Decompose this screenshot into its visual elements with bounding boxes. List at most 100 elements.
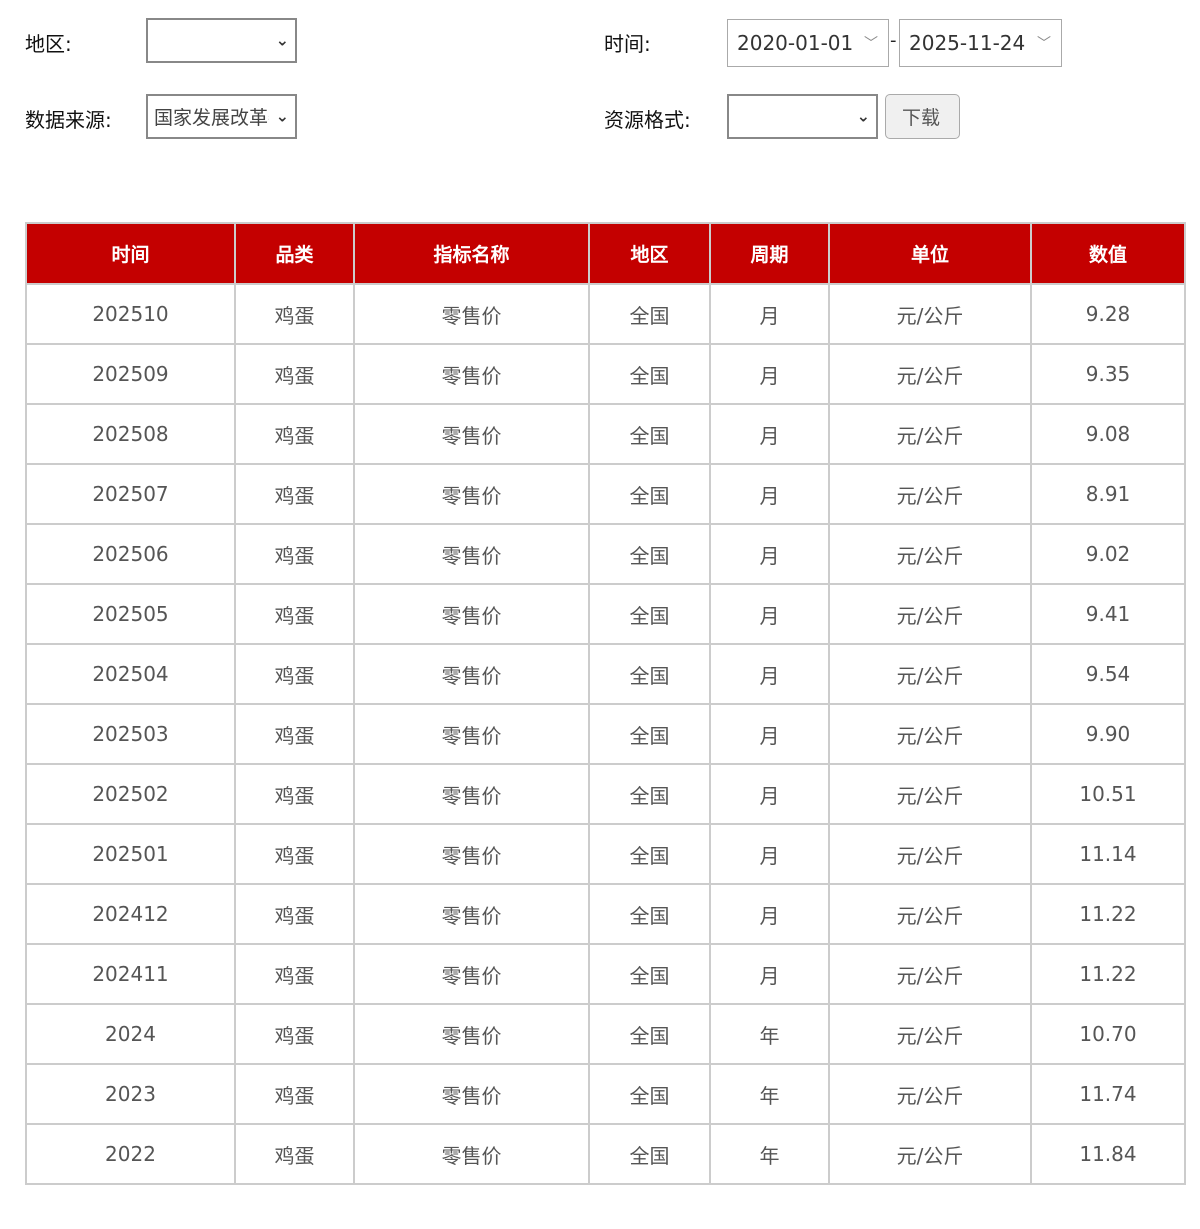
- table-cell: 鸡蛋: [234, 463, 355, 525]
- table-cell: 元/公斤: [828, 883, 1032, 945]
- table-cell: 202411: [25, 943, 236, 1005]
- table-row: 2024 鸡蛋 零售价 全国年元/公斤 10.70: [25, 1003, 1186, 1065]
- table-cell: 9.54: [1030, 643, 1186, 705]
- table-cell: 元/公斤: [828, 643, 1032, 705]
- table-cell: 零售价: [353, 463, 590, 525]
- table-cell: 鸡蛋: [234, 403, 355, 465]
- table-cell: 202509: [25, 343, 236, 405]
- table-row: 202505 鸡蛋 零售价 全国月元/公斤 9.41: [25, 583, 1186, 645]
- source-label: 数据来源:: [25, 108, 112, 132]
- column-header: 指标名称: [353, 222, 590, 285]
- format-label: 资源格式:: [604, 108, 691, 132]
- table-cell: 全国: [588, 943, 711, 1005]
- table-cell: 鸡蛋: [234, 823, 355, 885]
- download-button[interactable]: 下载: [885, 94, 960, 139]
- table-cell: 零售价: [353, 1123, 590, 1185]
- table-cell: 月: [709, 463, 830, 525]
- date-from-select[interactable]: 2020-01-01 ﹀: [727, 19, 889, 67]
- table-cell: 11.74: [1030, 1063, 1186, 1125]
- table-cell: 元/公斤: [828, 463, 1032, 525]
- table-cell: 全国: [588, 583, 711, 645]
- table-cell: 元/公斤: [828, 703, 1032, 765]
- table-cell: 202412: [25, 883, 236, 945]
- source-value: 国家发展改革委: [154, 107, 269, 129]
- table-cell: 全国: [588, 823, 711, 885]
- table-cell: 零售价: [353, 583, 590, 645]
- column-header: 时间: [25, 222, 236, 285]
- column-header: 周期: [709, 222, 830, 285]
- data-table: 时间 品类 指标名称 地区 周期 单位 数值 202510 鸡蛋 零售价 全国月元/公斤 9.28 2…: [25, 222, 1186, 1185]
- table-cell: 鸡蛋: [234, 1123, 355, 1185]
- time-label: 时间:: [604, 32, 651, 56]
- table-cell: 全国: [588, 883, 711, 945]
- table-cell: 月: [709, 703, 830, 765]
- table-cell: 月: [709, 763, 830, 825]
- table-cell: 年: [709, 1123, 830, 1185]
- table-row: 202504 鸡蛋 零售价 全国月元/公斤 9.54: [25, 643, 1186, 705]
- table-cell: 鸡蛋: [234, 583, 355, 645]
- table-cell: 元/公斤: [828, 343, 1032, 405]
- table-cell: 2022: [25, 1123, 236, 1185]
- table-cell: 月: [709, 523, 830, 585]
- table-cell: 元/公斤: [828, 1123, 1032, 1185]
- table-row: 202501 鸡蛋 零售价 全国月元/公斤 11.14: [25, 823, 1186, 885]
- region-label: 地区:: [25, 32, 72, 56]
- table-cell: 9.02: [1030, 523, 1186, 585]
- table-cell: 元/公斤: [828, 1003, 1032, 1065]
- table-cell: 月: [709, 583, 830, 645]
- table-cell: 月: [709, 283, 830, 345]
- table-cell: 全国: [588, 1003, 711, 1065]
- table-cell: 月: [709, 943, 830, 1005]
- table-cell: 鸡蛋: [234, 1003, 355, 1065]
- table-cell: 鸡蛋: [234, 343, 355, 405]
- table-cell: 202502: [25, 763, 236, 825]
- table-cell: 全国: [588, 763, 711, 825]
- download-label: 下载: [902, 107, 941, 129]
- table-row: 202506 鸡蛋 零售价 全国月元/公斤 9.02: [25, 523, 1186, 585]
- table-cell: 全国: [588, 703, 711, 765]
- table-cell: 9.90: [1030, 703, 1186, 765]
- table-cell: 零售价: [353, 943, 590, 1005]
- format-select[interactable]: ⌄: [727, 94, 878, 139]
- date-to-select[interactable]: 2025-11-24 ﹀: [899, 19, 1062, 67]
- table-cell: 月: [709, 403, 830, 465]
- region-select[interactable]: ⌄: [146, 18, 297, 63]
- table-cell: 零售价: [353, 1003, 590, 1065]
- table-cell: 202503: [25, 703, 236, 765]
- table-cell: 全国: [588, 283, 711, 345]
- table-cell: 鸡蛋: [234, 523, 355, 585]
- table-cell: 鸡蛋: [234, 1063, 355, 1125]
- table-cell: 月: [709, 643, 830, 705]
- table-cell: 零售价: [353, 523, 590, 585]
- column-header: 数值: [1030, 222, 1186, 285]
- table-cell: 全国: [588, 343, 711, 405]
- table-cell: 9.41: [1030, 583, 1186, 645]
- table-cell: 零售价: [353, 823, 590, 885]
- table-cell: 零售价: [353, 643, 590, 705]
- table-cell: 鸡蛋: [234, 283, 355, 345]
- column-header: 地区: [588, 222, 711, 285]
- chevron-down-icon: ⌄: [856, 106, 870, 126]
- table-row: 2023 鸡蛋 零售价 全国年元/公斤 11.74: [25, 1063, 1186, 1125]
- date-from-value: 2020-01-01: [737, 31, 854, 55]
- chevron-down-icon: ⌄: [275, 106, 289, 126]
- table-cell: 2024: [25, 1003, 236, 1065]
- table-cell: 10.70: [1030, 1003, 1186, 1065]
- table-cell: 全国: [588, 1123, 711, 1185]
- table-cell: 元/公斤: [828, 1063, 1032, 1125]
- table-row: 202510 鸡蛋 零售价 全国月元/公斤 9.28: [25, 283, 1186, 345]
- table-cell: 元/公斤: [828, 763, 1032, 825]
- table-cell: 元/公斤: [828, 823, 1032, 885]
- source-select[interactable]: 国家发展改革委 ⌄: [146, 94, 297, 139]
- table-cell: 2023: [25, 1063, 236, 1125]
- chevron-down-icon: ⌄: [275, 30, 289, 50]
- table-cell: 零售价: [353, 343, 590, 405]
- table-cell: 零售价: [353, 1063, 590, 1125]
- table-cell: 鸡蛋: [234, 643, 355, 705]
- table-cell: 元/公斤: [828, 523, 1032, 585]
- table-cell: 年: [709, 1063, 830, 1125]
- table-row: 2022 鸡蛋 零售价 全国年元/公斤 11.84: [25, 1123, 1186, 1185]
- table-cell: 元/公斤: [828, 943, 1032, 1005]
- table-cell: 月: [709, 343, 830, 405]
- table-cell: 202506: [25, 523, 236, 585]
